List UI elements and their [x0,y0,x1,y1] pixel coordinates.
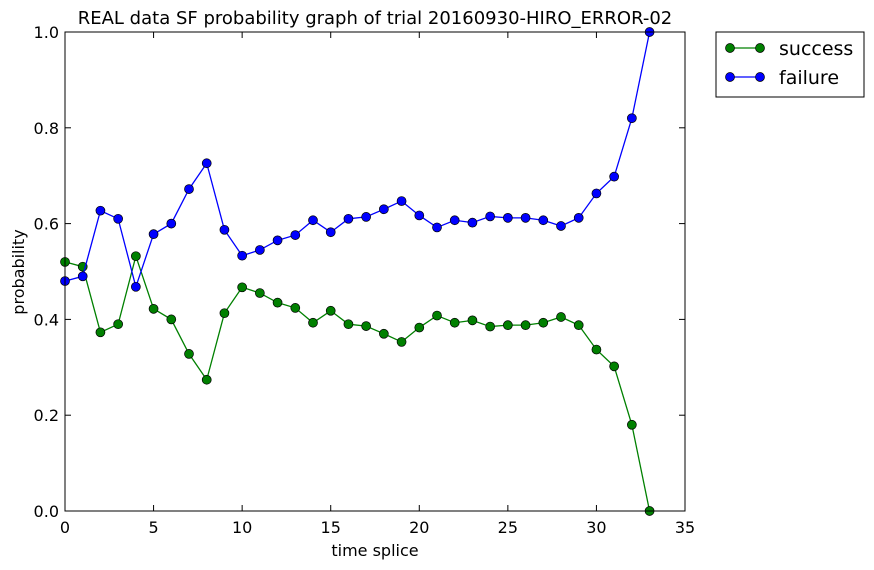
success-data-point [131,251,141,262]
failure-data-point [325,227,336,238]
x-tick-label: 20 [409,518,429,537]
success-data-point [201,374,212,385]
failure-data-point [308,215,318,226]
x-axis: 0 5 10 15 20 25 30 35 [60,32,695,537]
success-data-point [396,337,407,347]
failure-data-point [272,235,283,246]
legend: success failure [715,31,865,98]
failure-data-point [520,213,531,223]
success-data-point [556,312,566,322]
failure-data-point [396,196,407,206]
success-data-point [343,319,354,330]
legend-label-success: success [779,38,853,60]
success-data-point [166,314,177,325]
y-tick-label: 0.8 [34,119,59,138]
x-tick-label: 25 [498,518,518,537]
y-tick-label: 0.0 [34,502,59,521]
y-axis-title: probability [9,229,28,314]
success-data-point [414,322,425,333]
x-axis-title: time splice [331,541,418,560]
success-series-line [64,253,651,512]
legend-marker-success [725,43,735,53]
success-data-point [379,328,389,339]
success-data-point [308,317,318,328]
x-tick-label: 30 [586,518,606,537]
success-data-point [237,282,247,293]
failure-data-point [166,218,177,229]
success-data-point [573,320,584,330]
failure-data-point [503,213,513,223]
series-layer [60,27,655,516]
success-data-point [290,303,301,313]
failure-data-point [201,158,212,169]
legend-marker-failure [755,72,765,82]
success-data-point [591,344,602,355]
failure-data-point [467,217,478,228]
legend-marker-success [755,43,765,53]
failure-data-point [131,281,141,292]
failure-data-point [449,215,460,226]
failure-data-point [255,245,265,255]
success-data-point [485,321,495,332]
x-tick-label: 0 [60,518,70,537]
failure-data-point [184,184,194,194]
failure-data-point [609,171,619,182]
success-data-point [503,320,513,330]
success-data-point [184,349,194,359]
failure-data-point [343,213,354,224]
failure-data-point [361,212,371,222]
failure-data-point [148,229,159,239]
success-data-point [113,319,123,330]
legend-frame [715,31,865,98]
failure-data-point [379,204,389,215]
x-tick-label: 35 [675,518,695,537]
x-tick-label: 15 [321,518,341,537]
failure-data-point [113,213,123,224]
legend-label-failure: failure [779,67,839,89]
failure-data-point [414,210,425,221]
success-data-point [609,361,619,372]
failure-data-point [573,213,584,223]
chart-title: REAL data SF probability graph of trial … [78,8,673,29]
success-data-point [432,310,442,321]
failure-data-point [77,271,88,282]
y-tick-label: 1.0 [34,23,59,42]
success-data-point [148,304,159,314]
y-tick-label: 0.4 [34,310,59,329]
failure-data-point [290,230,301,240]
success-data-point [325,305,336,316]
plot-frame [64,31,686,512]
success-data-point [449,317,460,328]
failure-data-point [237,250,247,261]
success-data-point [361,321,371,331]
success-data-point [467,315,478,326]
success-data-point [538,317,549,328]
success-data-point [520,320,531,330]
success-data-point [219,308,230,319]
success-data-point [255,288,265,298]
failure-data-point [538,215,549,226]
x-tick-label: 5 [148,518,158,537]
failure-data-point [556,221,566,231]
failure-data-point [591,188,602,199]
failure-data-point [485,211,495,222]
failure-series-line [64,31,651,290]
failure-data-point [432,222,442,233]
y-tick-label: 0.6 [34,215,59,234]
y-tick-label: 0.2 [34,406,59,425]
success-data-point [627,419,637,430]
failure-data-point [95,205,106,216]
failure-data-point [219,224,230,235]
success-data-point [272,297,283,308]
legend-marker-failure [725,72,735,82]
failure-data-point [627,113,637,124]
success-data-point [95,327,106,338]
y-axis: 0.0 0.2 0.4 0.6 0.8 1.0 [34,23,685,521]
x-tick-label: 10 [232,518,252,537]
